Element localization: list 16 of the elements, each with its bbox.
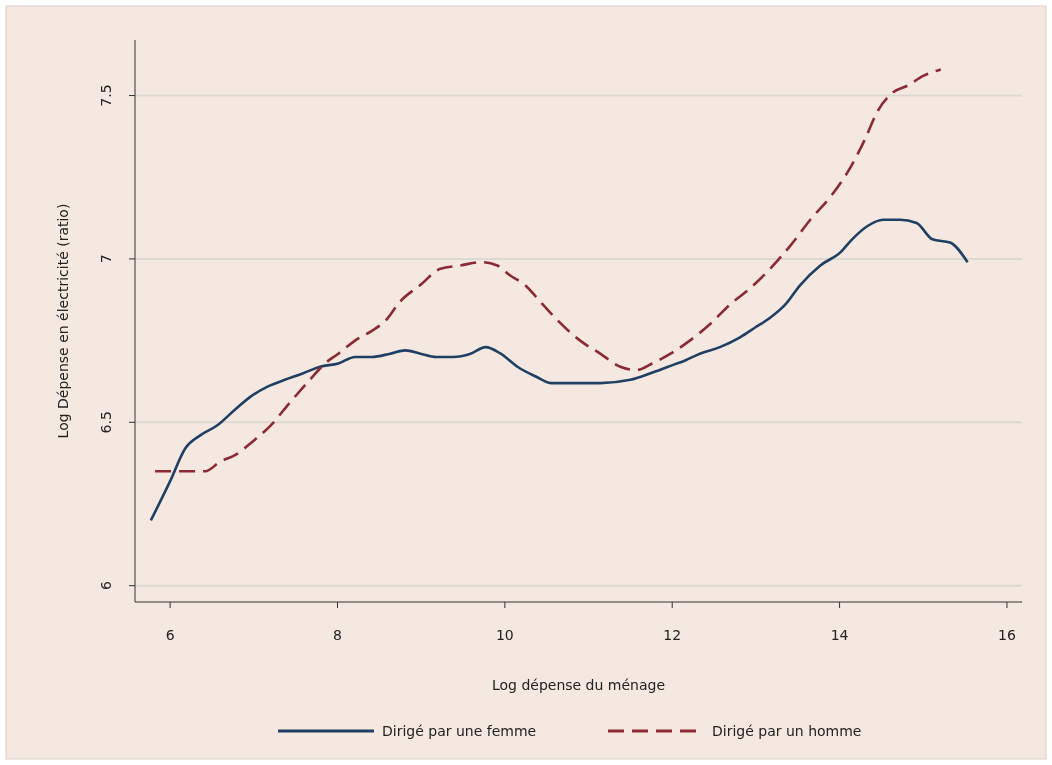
y-tick-label: 6 — [98, 581, 114, 591]
x-axis-title: Log dépense du ménage — [491, 677, 666, 693]
y-tick-label: 7.5 — [98, 84, 114, 107]
line-series — [153, 68, 943, 473]
x-tick-label: 14 — [830, 627, 849, 643]
x-tick-label: 12 — [663, 627, 682, 643]
legend-label: Dirigé par une femme — [382, 723, 537, 739]
x-tick-label: 16 — [998, 627, 1016, 643]
line-series — [149, 218, 969, 522]
x-tick-label: 8 — [333, 627, 342, 643]
y-axis-title: Log Dépense en électricité (ratio) — [55, 203, 71, 439]
x-tick-label: 6 — [165, 627, 175, 643]
legend-label: Dirigé par un homme — [712, 723, 862, 739]
y-tick-label: 6.5 — [98, 411, 114, 434]
y-tick-label: 7 — [98, 254, 114, 264]
x-tick-label: 10 — [495, 627, 514, 643]
